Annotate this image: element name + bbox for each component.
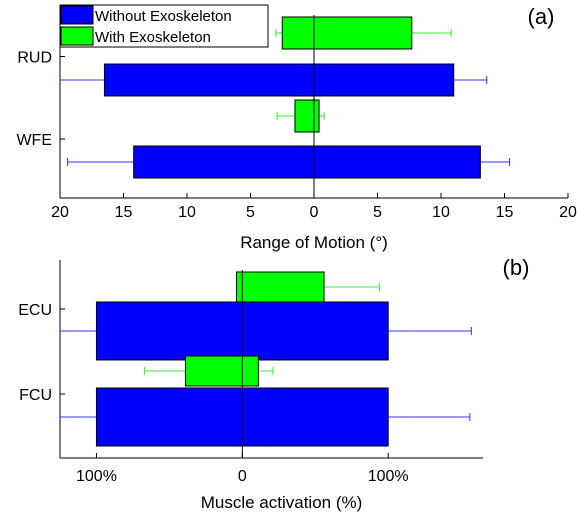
x-tick-label: 15 [496, 204, 514, 221]
x-tick-label: 5 [373, 204, 382, 221]
legend-entry: Without Exoskeleton [95, 8, 232, 25]
legend-box [59, 4, 269, 48]
x-tick-label: 0 [310, 204, 319, 221]
x-tick-label: 0 [238, 468, 247, 485]
bar-with-exoskeleton [235, 271, 325, 303]
x-tick-label: 100% [368, 468, 409, 485]
x-tick-label: 10 [432, 204, 450, 221]
x-tick-label: 15 [115, 204, 133, 221]
x-tick-label: 100% [76, 468, 117, 485]
panel-label: (b) [503, 255, 530, 280]
panel-label: (a) [528, 4, 555, 29]
y-category-label: RUD [17, 50, 52, 67]
x-tick-label: 10 [178, 204, 196, 221]
bar-without-exoskeleton [133, 145, 481, 179]
legend-swatch [60, 5, 94, 25]
legend-entry: With Exoskeleton [95, 29, 211, 46]
x-axis-label: Muscle activation (%) [201, 493, 363, 512]
x-tick-label: 20 [559, 204, 577, 221]
x-tick-label: 5 [246, 204, 255, 221]
x-axis-label: Range of Motion (°) [240, 233, 388, 252]
legend-swatch [60, 26, 94, 46]
y-category-label: FCU [19, 387, 52, 404]
bar-without-exoskeleton [103, 63, 455, 97]
bar-with-exoskeleton [294, 99, 320, 133]
y-category-label: WFE [16, 132, 52, 149]
bar-with-exoskeleton [281, 16, 413, 50]
y-category-label: ECU [18, 302, 52, 319]
bar-with-exoskeleton [184, 355, 259, 387]
legend: Without Exoskeleton With Exoskeleton [59, 4, 269, 48]
panel-a-range-of-motion: 20 15 10 5 0 5 10 15 20 Range of Motion (°) (a) RUD… [16, 4, 577, 252]
x-tick-label: 20 [51, 204, 69, 221]
panel-b-muscle-activation: 100% 0 100% Muscle activation (%) (b) ECU FCU [18, 255, 529, 512]
